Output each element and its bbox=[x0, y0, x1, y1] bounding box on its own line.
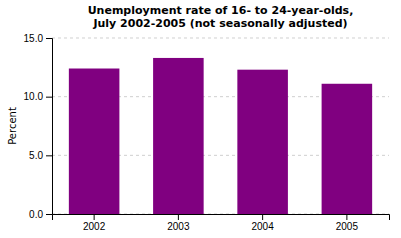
bars bbox=[69, 58, 372, 214]
x-axis-line bbox=[53, 215, 390, 221]
x-tick-label: 2003 bbox=[167, 221, 190, 232]
bar bbox=[322, 84, 373, 214]
x-tick: 2005 bbox=[336, 214, 359, 232]
x-tick-mark bbox=[94, 214, 95, 220]
y-tick: 15.0 bbox=[24, 33, 52, 44]
x-tick-mark bbox=[178, 214, 179, 220]
y-tick: 0.0 bbox=[29, 209, 52, 220]
x-tick-mark bbox=[262, 214, 263, 220]
y-axis-title: Percent bbox=[7, 107, 18, 145]
bar bbox=[153, 58, 204, 214]
y-tick-label: 5.0 bbox=[29, 150, 43, 161]
bar bbox=[69, 69, 120, 214]
y-axis-line bbox=[46, 39, 53, 215]
x-tick: 2003 bbox=[167, 214, 190, 232]
y-tick-mark bbox=[46, 38, 52, 39]
title-line: July 2002-2005 (not seasonally adjusted) bbox=[92, 17, 347, 30]
x-tick-label: 2005 bbox=[336, 221, 359, 232]
x-tick-label: 2004 bbox=[252, 221, 275, 232]
y-tick-label: 15.0 bbox=[24, 33, 44, 44]
grid bbox=[52, 38, 389, 214]
x-axis: 2002 2003 2004 2005 bbox=[53, 214, 390, 232]
y-tick: 5.0 bbox=[29, 150, 52, 161]
y-tick-mark bbox=[46, 155, 52, 156]
grid-line bbox=[52, 38, 389, 39]
chart: Unemployment rate of 16- to 24-year-olds… bbox=[0, 0, 401, 238]
plot: 0.0 5.0 10.0 15.0 2002 2003 2004 2005 bbox=[24, 33, 390, 232]
y-tick: 10.0 bbox=[24, 91, 52, 102]
title-line: Unemployment rate of 16- to 24-year-olds… bbox=[88, 4, 354, 17]
title: Unemployment rate of 16- to 24-year-olds… bbox=[88, 4, 354, 30]
x-tick-label: 2002 bbox=[83, 221, 106, 232]
y-tick-mark bbox=[46, 214, 52, 215]
y-tick-mark bbox=[46, 97, 52, 98]
x-tick-mark bbox=[346, 214, 347, 220]
y-tick-label: 10.0 bbox=[24, 91, 44, 102]
y-tick-label: 0.0 bbox=[29, 209, 43, 220]
x-tick: 2004 bbox=[252, 214, 275, 232]
y-axis: 0.0 5.0 10.0 15.0 bbox=[24, 33, 53, 220]
x-tick: 2002 bbox=[83, 214, 106, 232]
bar bbox=[237, 70, 288, 214]
